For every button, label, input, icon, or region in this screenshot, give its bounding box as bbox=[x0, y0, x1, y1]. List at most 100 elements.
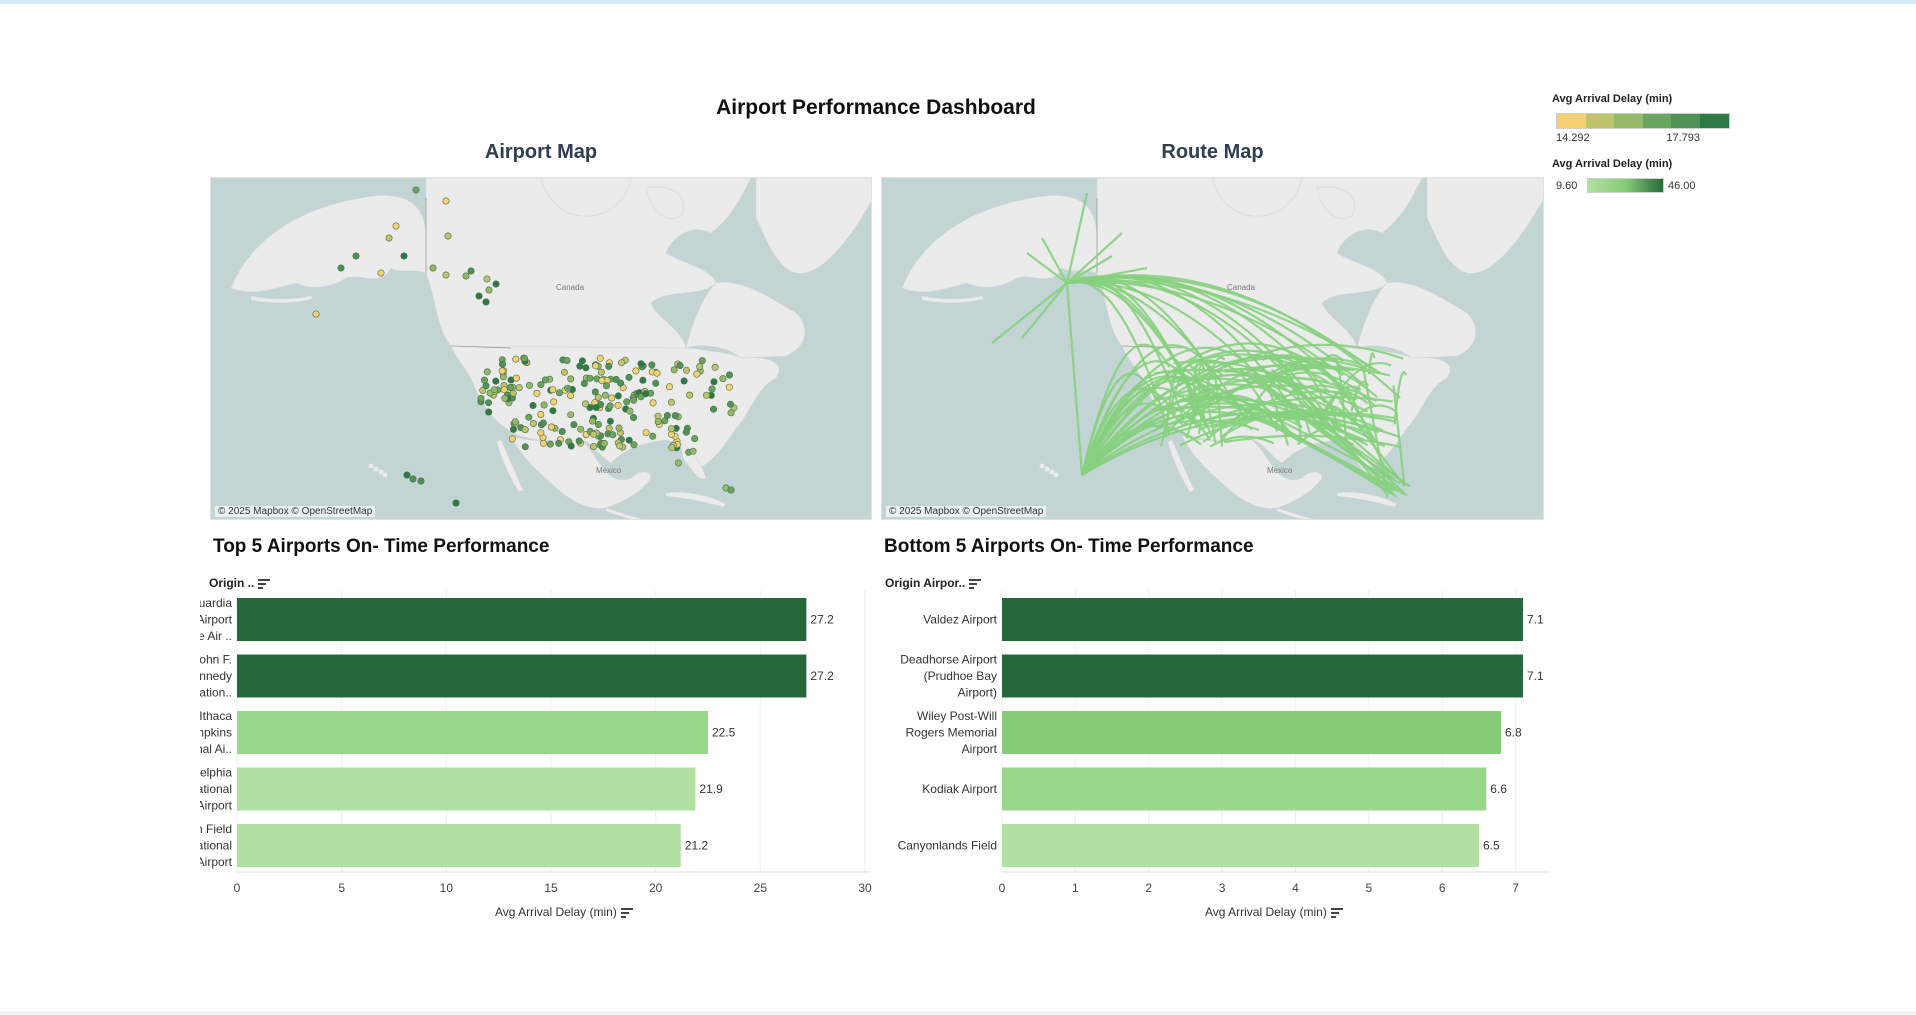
bottom5-category-label[interactable]: Valdez Airport bbox=[923, 613, 997, 627]
top5-category-label[interactable]: LaGuardia Airport (Marine Air .. bbox=[200, 596, 233, 643]
legend-swatch[interactable] bbox=[1614, 114, 1643, 128]
airport-marker[interactable] bbox=[477, 395, 485, 403]
airport-marker[interactable] bbox=[693, 370, 701, 378]
airport-marker[interactable] bbox=[708, 385, 716, 393]
airport-marker[interactable] bbox=[480, 376, 488, 384]
airport-marker[interactable] bbox=[626, 407, 634, 415]
airport-marker[interactable] bbox=[670, 366, 678, 374]
top5-bar[interactable] bbox=[237, 654, 807, 698]
airport-marker[interactable] bbox=[520, 354, 528, 362]
airport-marker[interactable] bbox=[671, 412, 679, 420]
airport-marker[interactable] bbox=[649, 399, 657, 407]
airport-marker[interactable] bbox=[589, 442, 597, 450]
airport-marker[interactable] bbox=[709, 405, 717, 413]
airport-marker[interactable] bbox=[400, 252, 408, 260]
airport-marker[interactable] bbox=[485, 408, 493, 416]
legend-swatch[interactable] bbox=[1585, 114, 1615, 128]
airport-marker[interactable] bbox=[563, 357, 571, 365]
airport-marker[interactable] bbox=[614, 401, 622, 409]
airport-marker[interactable] bbox=[674, 459, 682, 467]
airport-marker[interactable] bbox=[508, 435, 516, 443]
airport-marker[interactable] bbox=[682, 366, 690, 374]
airport-marker[interactable] bbox=[648, 361, 656, 369]
airport-marker[interactable] bbox=[444, 232, 452, 240]
airport-marker[interactable] bbox=[417, 477, 425, 485]
airport-marker[interactable] bbox=[596, 354, 604, 362]
airport-marker[interactable] bbox=[498, 367, 506, 375]
airport-marker[interactable] bbox=[537, 411, 545, 419]
airport-marker[interactable] bbox=[711, 363, 719, 371]
airport-marker[interactable] bbox=[566, 392, 574, 400]
airport-marker[interactable] bbox=[727, 409, 735, 417]
legend-swatch[interactable] bbox=[1642, 114, 1672, 128]
airport-marker[interactable] bbox=[403, 471, 411, 479]
airport-marker[interactable] bbox=[412, 186, 420, 194]
airport-marker[interactable] bbox=[606, 417, 614, 425]
airport-marker[interactable] bbox=[501, 394, 509, 402]
airport-marker[interactable] bbox=[696, 363, 704, 371]
airport-marker[interactable] bbox=[533, 389, 541, 397]
top5-x-axis-title[interactable]: Avg Arrival Delay (min) bbox=[495, 905, 633, 919]
airport-marker[interactable] bbox=[521, 443, 529, 451]
airport-marker[interactable] bbox=[499, 373, 507, 381]
airport-marker[interactable] bbox=[352, 252, 360, 260]
bottom5-bar[interactable] bbox=[1002, 767, 1487, 811]
top5-bar[interactable] bbox=[237, 767, 696, 811]
airport-marker[interactable] bbox=[594, 421, 602, 429]
sort-icon[interactable] bbox=[258, 578, 271, 589]
bottom5-category-label[interactable]: Deadhorse Airport (Prudhoe Bay Airport) bbox=[900, 653, 997, 700]
airport-marker[interactable] bbox=[602, 382, 610, 390]
airport-marker[interactable] bbox=[537, 429, 545, 437]
airport-marker[interactable] bbox=[500, 386, 508, 394]
airport-marker[interactable] bbox=[581, 400, 589, 408]
airport-marker[interactable] bbox=[529, 420, 537, 428]
airport-marker[interactable] bbox=[483, 368, 491, 376]
route-map-attribution[interactable]: © 2025 Mapbox © OpenStreetMap bbox=[886, 506, 1047, 517]
airport-map-attribution[interactable]: © 2025 Mapbox © OpenStreetMap bbox=[215, 506, 376, 517]
airport-marker[interactable] bbox=[605, 362, 613, 370]
airport-marker[interactable] bbox=[521, 426, 529, 434]
airport-marker[interactable] bbox=[654, 418, 662, 426]
airport-marker[interactable] bbox=[560, 368, 568, 376]
airport-marker[interactable] bbox=[725, 383, 733, 391]
airport-marker[interactable] bbox=[612, 376, 620, 384]
top5-bar[interactable] bbox=[237, 598, 807, 641]
top5-origin-field-header[interactable]: Origin .. bbox=[209, 576, 271, 590]
airport-marker[interactable] bbox=[582, 364, 590, 372]
airport-marker[interactable] bbox=[541, 376, 549, 384]
airport-marker[interactable] bbox=[555, 439, 563, 447]
airport-marker[interactable] bbox=[558, 428, 566, 436]
airport-marker[interactable] bbox=[539, 419, 547, 427]
airport-marker[interactable] bbox=[614, 392, 622, 400]
airport-marker[interactable] bbox=[512, 374, 520, 382]
airport-marker[interactable] bbox=[570, 421, 578, 429]
airport-marker[interactable] bbox=[539, 439, 547, 447]
airport-marker[interactable] bbox=[637, 360, 645, 368]
airport-marker[interactable] bbox=[653, 369, 661, 377]
airport-map-canvas[interactable]: Canada Mexico bbox=[211, 178, 872, 520]
airport-marker[interactable] bbox=[719, 375, 727, 383]
airport-marker[interactable] bbox=[639, 376, 647, 384]
airport-marker[interactable] bbox=[312, 310, 320, 318]
airport-marker[interactable] bbox=[632, 367, 640, 375]
airport-marker[interactable] bbox=[567, 442, 575, 450]
airport-marker[interactable] bbox=[555, 389, 563, 397]
airport-marker[interactable] bbox=[490, 386, 498, 394]
airport-marker[interactable] bbox=[511, 418, 519, 426]
airport-marker[interactable] bbox=[586, 374, 594, 382]
bottom5-bar[interactable] bbox=[1002, 654, 1523, 698]
route-map-canvas[interactable]: Canada Mexico bbox=[882, 178, 1544, 520]
route-map[interactable]: Canada Mexico © 2025 Mapbox © OpenStreetM… bbox=[881, 177, 1544, 520]
airport-marker[interactable] bbox=[600, 439, 608, 447]
airport-marker[interactable] bbox=[642, 390, 650, 398]
airport-marker[interactable] bbox=[726, 400, 734, 408]
airport-marker[interactable] bbox=[630, 396, 638, 404]
airport-marker[interactable] bbox=[617, 359, 625, 367]
airport-marker[interactable] bbox=[676, 362, 684, 370]
airport-marker[interactable] bbox=[576, 362, 584, 370]
sort-icon[interactable] bbox=[1330, 907, 1343, 918]
airport-marker[interactable] bbox=[725, 371, 733, 379]
airport-marker[interactable] bbox=[577, 425, 585, 433]
airport-marker[interactable] bbox=[575, 437, 583, 445]
top5-bar-chart[interactable]: 27.2 LaGuardia Airport (Marine Air .. 27.2 Jo… bbox=[200, 590, 880, 900]
